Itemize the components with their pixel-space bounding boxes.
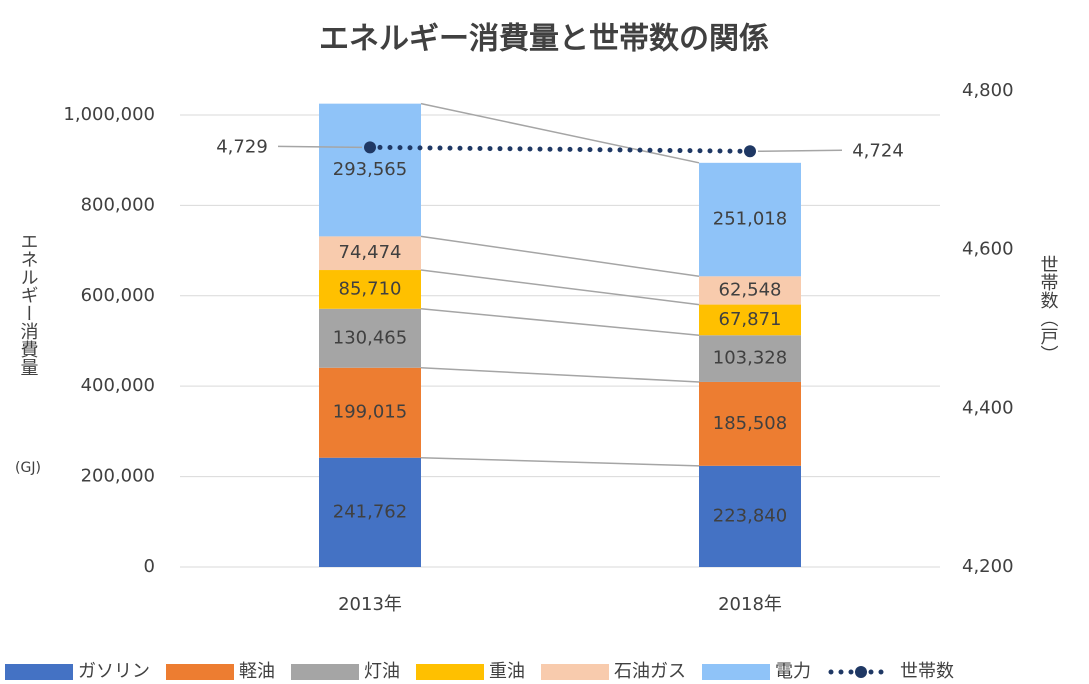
- data-label: 130,465: [333, 327, 407, 348]
- y-tick-label: 600,000: [81, 285, 155, 306]
- y2-tick-label: 4,200: [962, 556, 1014, 577]
- legend-swatch: [291, 664, 359, 680]
- legend-label: 軽油: [239, 661, 275, 682]
- data-label: 62,548: [719, 279, 782, 300]
- y-tick-label: 200,000: [81, 466, 155, 487]
- legend-swatch: [166, 664, 234, 680]
- legend-label: 世帯数: [900, 661, 954, 682]
- legend-swatch: [702, 664, 770, 680]
- legend-swatch: [416, 664, 484, 680]
- series-line: [420, 235, 700, 278]
- y-axis-unit: (GJ): [15, 460, 41, 476]
- bar: [319, 367, 421, 458]
- bar: [699, 162, 801, 277]
- chart-title: エネルギー消費量と世帯数の関係: [319, 22, 769, 57]
- line-marker: [744, 145, 756, 158]
- data-label: 85,710: [339, 278, 402, 299]
- bar: [699, 381, 801, 466]
- legend-label: 石油ガス: [614, 661, 686, 682]
- legend-label: 灯油: [364, 661, 400, 682]
- bar: [319, 103, 421, 237]
- data-label: 241,762: [333, 501, 407, 522]
- legend-label: 重油: [489, 661, 525, 682]
- data-label: 103,328: [713, 348, 787, 369]
- y-tick-label: 1,000,000: [63, 104, 155, 125]
- data-label: 4,724: [852, 140, 904, 161]
- series-line: [420, 102, 700, 164]
- series-line: [420, 367, 700, 383]
- data-label: 223,840: [713, 505, 787, 526]
- series-line: [420, 456, 700, 467]
- bar: [699, 304, 801, 336]
- line-marker: [364, 141, 376, 154]
- y-tick-label: 0: [144, 556, 155, 577]
- y-axis-label: エネルギー消費量: [18, 232, 39, 376]
- series-line: [420, 269, 700, 306]
- y2-axis-label: 世帯数（戸）: [1038, 255, 1059, 363]
- data-label: 67,871: [719, 309, 782, 330]
- legend-label: 電力: [775, 661, 811, 682]
- data-label: 74,474: [339, 242, 402, 263]
- line-series: [367, 144, 753, 154]
- bar: [319, 457, 421, 567]
- x-tick-label: 2013年: [338, 594, 402, 615]
- data-label: 4,729: [216, 136, 268, 157]
- data-label: 185,508: [713, 413, 787, 434]
- y2-tick-label: 4,600: [962, 239, 1014, 260]
- leader-line: [757, 149, 843, 153]
- y-tick-label: 800,000: [81, 194, 155, 215]
- leader-line: [277, 145, 363, 149]
- bar: [319, 270, 421, 309]
- y2-tick-label: 4,400: [962, 397, 1014, 418]
- legend-swatch: [5, 664, 73, 680]
- legend-swatch: [541, 664, 609, 680]
- legend-label: ガソリン: [78, 661, 150, 682]
- bar: [699, 335, 801, 382]
- legend-swatch: [855, 666, 867, 678]
- bar: [319, 236, 421, 271]
- bar: [319, 308, 421, 368]
- bar: [699, 465, 801, 567]
- x-tick-label: 2018年: [718, 594, 782, 615]
- data-label: 251,018: [713, 209, 787, 230]
- data-label: 293,565: [333, 159, 407, 180]
- y-tick-label: 400,000: [81, 375, 155, 396]
- series-line: [420, 308, 700, 336]
- data-label: 199,015: [333, 402, 407, 423]
- bar: [699, 276, 801, 305]
- y2-tick-label: 4,800: [962, 80, 1014, 101]
